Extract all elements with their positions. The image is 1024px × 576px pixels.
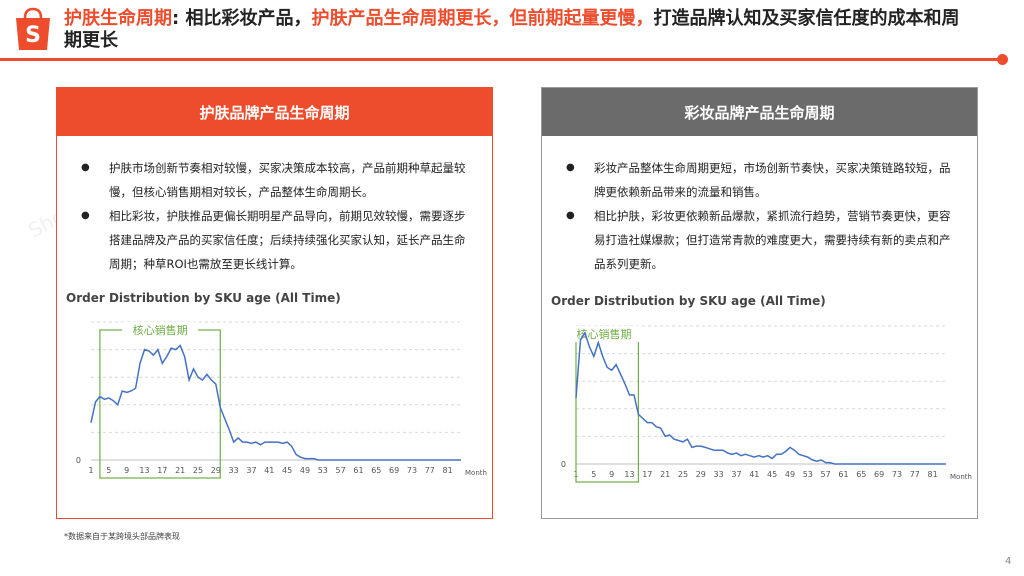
x-tick-label: 65	[856, 470, 866, 479]
svg-text:S: S	[25, 23, 41, 48]
x-tick-label: 77	[425, 466, 435, 475]
x-tick-label: 53	[318, 466, 328, 475]
x-axis-label: Month	[465, 469, 487, 477]
x-tick-label: 61	[353, 466, 363, 475]
skincare-bullets: 护肤市场创新节奏相对较慢，买家决策成本较高，产品前期种草起量较慢，但核心销售期相…	[81, 156, 476, 276]
x-tick-label: 33	[229, 466, 239, 475]
core-sales-period-label-bg	[566, 326, 642, 342]
x-tick-label: 25	[193, 466, 203, 475]
x-tick-label: 37	[731, 470, 741, 479]
x-tick-label: 49	[785, 470, 795, 479]
series-line	[90, 344, 461, 461]
x-tick-label: 9	[124, 466, 129, 475]
x-tick-label: 21	[175, 466, 185, 475]
x-tick-label: 73	[892, 470, 902, 479]
x-tick-label: 81	[443, 466, 453, 475]
x-tick-label: 37	[246, 466, 256, 475]
title-highlight-2: 护肤产品生命周期更长，但前期起量更慢，	[311, 8, 654, 29]
bullet-item: 相比护肤，彩妆更依赖新品爆款，紧抓流行趋势，营销节奏更快，更容易打造社媒爆款；但…	[566, 204, 961, 276]
x-axis-label: Month	[950, 473, 972, 481]
y-tick-label: 0	[76, 456, 81, 465]
x-tick-label: 73	[407, 466, 417, 475]
title-highlight-1: 护肤生命周期	[64, 8, 172, 29]
x-tick-label: 57	[821, 470, 831, 479]
bullet-item: 护肤市场创新节奏相对较慢，买家决策成本较高，产品前期种草起量较慢，但核心销售期相…	[81, 156, 476, 204]
x-tick-label: 61	[838, 470, 848, 479]
core-sales-period-label-bg	[122, 322, 199, 338]
x-tick-label: 13	[139, 466, 149, 475]
bullet-item: 相比彩妆，护肤推品更偏长期明星产品导向，前期见效较慢，需要逐步搭建品牌及产品的买…	[81, 204, 476, 276]
page-title: 护肤生命周期: 相比彩妆产品，护肤产品生命周期更长，但前期起量更慢，打造品牌认知…	[64, 8, 964, 52]
x-tick-label: 69	[389, 466, 399, 475]
skincare-order-chart: 01 5 9 13 17 21 25 29 33 37 41 45 49 53 57 61 65 69 73 77 81…	[76, 321, 487, 479]
makeup-chart-title: Order Distribution by SKU age (All Time)	[551, 294, 826, 308]
shopee-bag-icon: S	[16, 7, 50, 50]
y-tick-label: 0	[561, 460, 566, 469]
core-sales-period-box	[575, 333, 640, 483]
makeup-panel: 彩妆品牌产品生命周期 彩妆产品整体生命周期更短，市场创新节奏快，买家决策链路较短…	[541, 87, 978, 519]
x-tick-label: 13	[624, 470, 634, 479]
footnote: *数据来自于某跨境头部品牌表现	[64, 532, 180, 541]
x-tick-label: 57	[336, 466, 346, 475]
x-tick-label: 9	[609, 470, 614, 479]
x-tick-label: 5	[106, 466, 111, 475]
x-tick-label: 33	[714, 470, 724, 479]
bullet-item: 彩妆产品整体生命周期更短，市场创新节奏快，买家决策链路较短，品牌更依赖新品带来的…	[566, 156, 961, 204]
x-tick-label: 77	[910, 470, 920, 479]
makeup-bullets: 彩妆产品整体生命周期更短，市场创新节奏快，买家决策链路较短，品牌更依赖新品带来的…	[566, 156, 961, 276]
skincare-panel: 护肤品牌产品生命周期 护肤市场创新节奏相对较慢，买家决策成本较高，产品前期种草起…	[56, 87, 493, 519]
title-divider	[0, 58, 1000, 61]
x-tick-label: 81	[928, 470, 938, 479]
x-tick-label: 17	[642, 470, 652, 479]
title-plain-1: : 相比彩妆产品，	[172, 8, 312, 29]
x-tick-label: 21	[660, 470, 670, 479]
makeup-panel-heading: 彩妆品牌产品生命周期	[542, 88, 977, 136]
x-tick-label: 41	[749, 470, 759, 479]
x-tick-label: 49	[300, 466, 310, 475]
series-line	[575, 331, 946, 465]
x-tick-label: 53	[803, 470, 813, 479]
x-tick-label: 45	[767, 470, 777, 479]
page-number: 4	[1005, 556, 1012, 567]
x-tick-label: 5	[591, 470, 596, 479]
x-tick-label: 65	[371, 466, 381, 475]
skincare-panel-heading: 护肤品牌产品生命周期	[57, 88, 492, 136]
x-tick-label: 69	[874, 470, 884, 479]
x-tick-label: 41	[264, 466, 274, 475]
x-tick-label: 1	[88, 466, 93, 475]
x-tick-label: 29	[211, 466, 221, 475]
x-tick-label: 45	[282, 466, 292, 475]
title-divider-dot	[997, 54, 1008, 65]
skincare-chart-title: Order Distribution by SKU age (All Time)	[66, 291, 341, 305]
x-tick-label: 17	[157, 466, 167, 475]
title-plain-2: 打造品牌认知及买家信任度的成本和周期更长	[64, 8, 960, 51]
core-sales-period-label: 核心销售期	[577, 327, 632, 341]
x-tick-label: 25	[678, 470, 688, 479]
makeup-order-chart: 01 5 9 13 17 21 25 29 33 37 41 45 49 53 57 61 65 69 73 77 81…	[561, 325, 972, 483]
core-sales-period-label: 核心销售期	[133, 323, 188, 337]
x-tick-label: 29	[696, 470, 706, 479]
